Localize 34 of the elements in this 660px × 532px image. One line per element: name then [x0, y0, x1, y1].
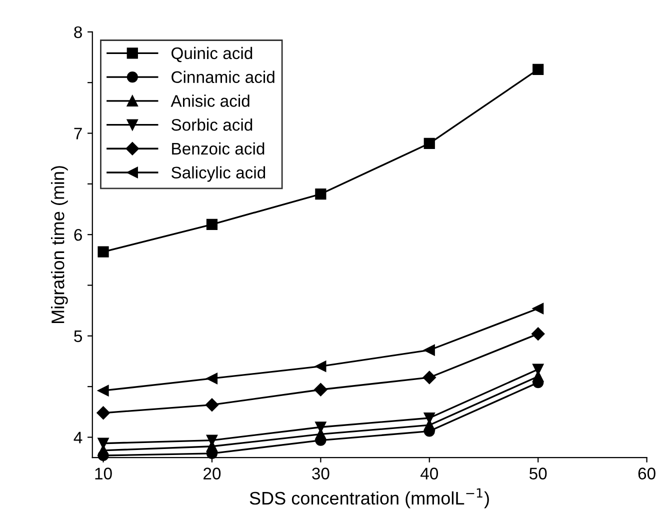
y-tick-label: 5 [74, 330, 82, 342]
y-tick-label: 4 [74, 432, 82, 444]
x-tick-label: 60 [638, 468, 656, 480]
legend-label: Benzoic acid [172, 142, 264, 155]
point [98, 385, 109, 396]
y-tick-label: 7 [74, 128, 82, 140]
legend-label: Cinnamic acid [172, 70, 274, 84]
point [314, 383, 328, 396]
point [98, 246, 109, 258]
x-tick-label: 30 [312, 468, 330, 480]
x-tick-label: 40 [420, 468, 438, 480]
x-tick-label: 10 [95, 468, 112, 480]
legend-label: Sorbic acid [171, 118, 252, 131]
x-tick-label: 20 [204, 468, 221, 480]
y-tick-label: 8 [74, 26, 82, 38]
point [206, 372, 218, 384]
point [532, 64, 544, 75]
point [532, 303, 544, 314]
point [315, 360, 326, 372]
point [315, 188, 326, 200]
point [422, 370, 436, 384]
legend-label: Quinic acid [172, 46, 252, 62]
y-tick-label: 6 [74, 228, 82, 241]
legend-label: Anisic acid [170, 94, 250, 107]
point [205, 398, 219, 412]
x-axis-title: SDS concentration (mmolL$^{−1}$) [250, 488, 489, 508]
x-tick-label: 50 [529, 468, 547, 480]
point [206, 218, 218, 230]
point [532, 327, 545, 340]
point [424, 138, 435, 149]
point [424, 344, 435, 356]
y-axis-title: Migration time (min) [51, 166, 68, 323]
legend-label: Salicylic acid [171, 166, 266, 182]
point [96, 406, 110, 420]
